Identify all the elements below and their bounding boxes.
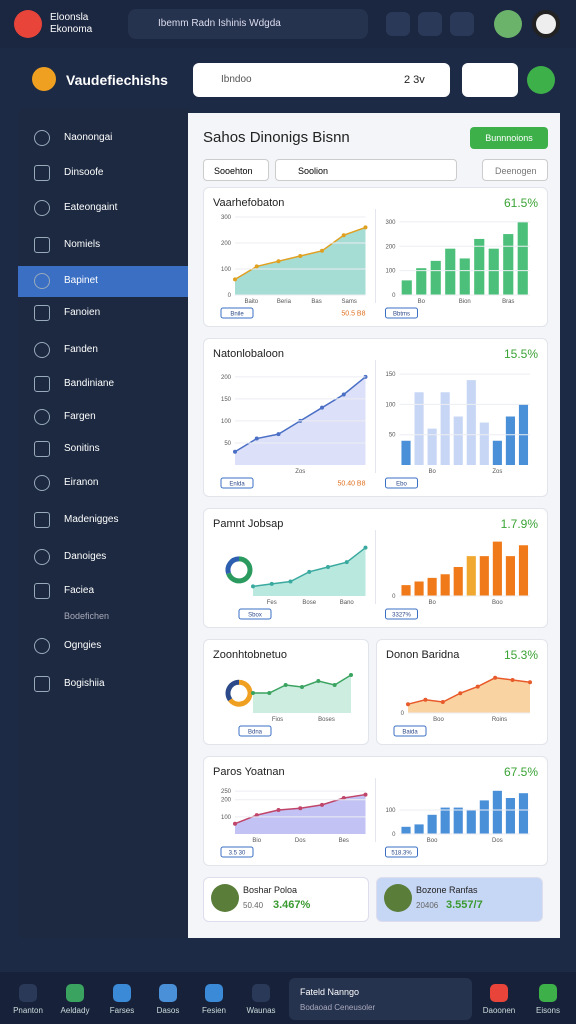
nav-icon[interactable] (539, 984, 557, 1002)
card-title: Zoonhtobnetuo (213, 649, 288, 661)
icon-button[interactable] (450, 12, 474, 36)
sidebar-icon (34, 583, 50, 599)
icon-button[interactable] (386, 12, 410, 36)
filter[interactable]: Soolion (275, 159, 457, 181)
search-box[interactable]: Ibemm Radn Ishinis Wdgda (128, 9, 368, 39)
card-stat: 67.5% (503, 765, 538, 779)
nav-label[interactable]: Daoonen (482, 1006, 516, 1015)
card (203, 338, 548, 497)
sidebar-icon (34, 441, 50, 457)
sidebar-icon (34, 475, 50, 491)
sidebar-item[interactable]: Naonongai (64, 132, 113, 143)
summary-sub: 50.40 (243, 901, 264, 910)
sidebar-item[interactable]: Bogishiia (64, 678, 105, 689)
nav-icon[interactable] (252, 984, 270, 1002)
sidebar-item[interactable]: Bapinet (64, 275, 98, 286)
card-title: Paros Yoatnan (213, 766, 285, 778)
header-search[interactable]: Ibndoo (193, 63, 450, 97)
sidebar-item[interactable]: Eiranon (64, 477, 99, 488)
summary-name: Bozone Ranfas (416, 885, 478, 895)
sidebar-item[interactable]: Danoiges (64, 551, 107, 562)
sidebar-icon (34, 130, 50, 146)
sidebar (18, 108, 190, 938)
card-title: Vaarhefobaton (213, 197, 285, 209)
card-stat: 15.5% (503, 347, 538, 361)
nav-label[interactable]: Dasos (156, 1006, 180, 1015)
filter[interactable]: Sooehton (203, 159, 269, 181)
sidebar-icon (34, 165, 50, 181)
sidebar-item[interactable]: Faciea (64, 585, 95, 596)
header-button[interactable] (527, 66, 555, 94)
sidebar-item[interactable]: Fanden (64, 344, 98, 355)
sidebar-icon (34, 200, 50, 216)
sidebar-icon (34, 342, 50, 358)
card-title: Pamnt Jobsap (213, 518, 284, 530)
summary-name: Boshar Poloa (243, 885, 298, 895)
sidebar-sub[interactable]: Bodefichen (64, 611, 110, 621)
summary-avatar (384, 884, 412, 912)
nav-label[interactable]: Waunas (246, 1006, 276, 1015)
brand: Eloonsla Ekonoma (50, 12, 93, 35)
summary-sub: 20406 (416, 901, 439, 910)
sidebar-icon (34, 409, 50, 425)
toast (289, 978, 472, 1020)
summary-value: 3.557/7 (446, 899, 483, 911)
filter[interactable]: Deenogen (482, 159, 548, 181)
sidebar-icon (34, 638, 50, 654)
sidebar-icon (34, 305, 50, 321)
nav-label[interactable]: Eisons (535, 1006, 560, 1015)
sidebar-item[interactable]: Fargen (64, 411, 96, 422)
sidebar-item[interactable]: Sonitins (64, 443, 100, 454)
toast-title: Fateld Nanngo (300, 987, 360, 997)
sidebar-item[interactable]: Ogngies (64, 640, 102, 651)
card-title: Natonlobaloon (213, 348, 284, 360)
primary-button[interactable]: Bunnnoions (470, 127, 548, 149)
sidebar-icon (34, 237, 50, 253)
bottom-nav (0, 972, 576, 1024)
nav-label[interactable]: Fesien (201, 1006, 226, 1015)
sidebar-item[interactable]: Nomiels (64, 239, 101, 250)
main-title: Sahos Dinonigs Bisnn (203, 129, 350, 146)
nav-label[interactable]: Aeldady (60, 1006, 90, 1015)
sidebar-icon (34, 376, 50, 392)
sidebar-icon (34, 512, 50, 528)
sidebar-item[interactable]: Dinsoofe (64, 167, 104, 178)
nav-icon[interactable] (66, 984, 84, 1002)
nav-label[interactable]: Pnanton (13, 1006, 43, 1015)
card-title: Donon Baridna (386, 649, 460, 661)
sidebar-item[interactable]: Eateongaint (64, 202, 118, 213)
card-stat: 1.7.9% (500, 517, 538, 531)
summary-value: 3.467% (273, 899, 311, 911)
toast-sub: Bodaoad Ceneusoler (300, 1003, 376, 1012)
header-button[interactable] (462, 63, 518, 97)
avatar (494, 10, 522, 38)
sidebar-icon (34, 676, 50, 692)
nav-icon[interactable] (113, 984, 131, 1002)
sidebar-icon (34, 273, 50, 289)
nav-icon[interactable] (490, 984, 508, 1002)
sidebar-item[interactable]: Madenigges (64, 514, 119, 525)
nav-icon[interactable] (159, 984, 177, 1002)
nav-icon[interactable] (19, 984, 37, 1002)
sidebar-icon (34, 549, 50, 565)
sidebar-item[interactable]: Bandiniane (64, 378, 115, 389)
logo (14, 10, 42, 38)
card-stat: 61.5% (503, 196, 538, 210)
avatar (532, 10, 560, 38)
nav-icon[interactable] (205, 984, 223, 1002)
card-stat: 15.3% (503, 648, 538, 662)
search-value: 2 3v (404, 74, 425, 86)
icon-button[interactable] (418, 12, 442, 36)
summary-avatar (211, 884, 239, 912)
header-logo (32, 67, 56, 91)
sidebar-item[interactable]: Fanoien (64, 307, 101, 318)
header-title: Vaudefiechishs (66, 72, 168, 88)
nav-label[interactable]: Farses (109, 1006, 135, 1015)
